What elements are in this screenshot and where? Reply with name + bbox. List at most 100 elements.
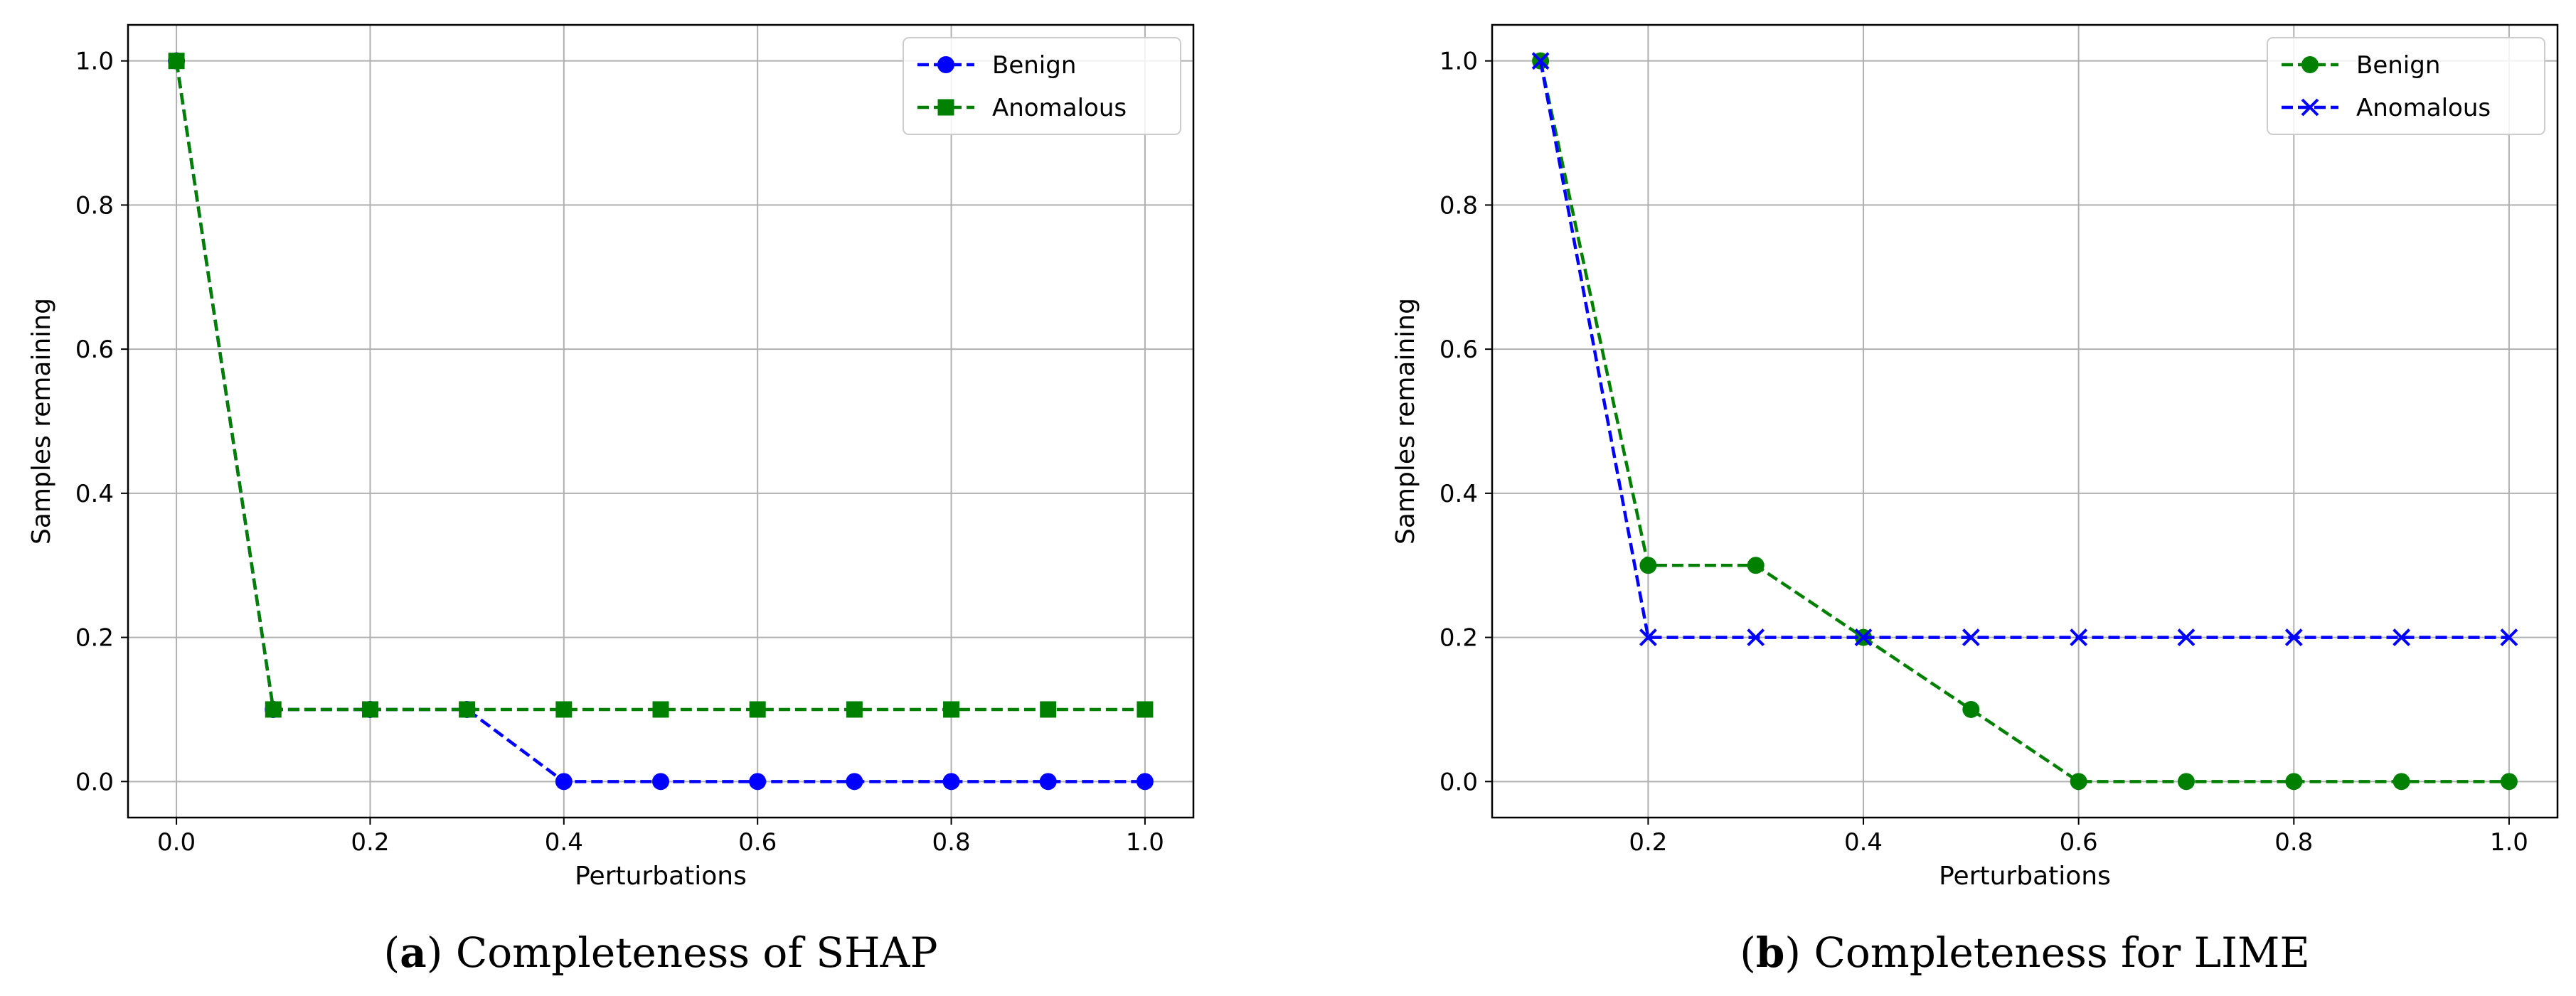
caption-paren-open: ( <box>1740 928 1756 977</box>
legend-box <box>2267 37 2545 135</box>
data-point <box>361 701 378 718</box>
legend-label: Anomalous <box>992 94 1127 122</box>
series-line <box>174 60 1145 783</box>
y-tick-label: 0.8 <box>1439 191 1478 220</box>
caption-text: Completeness for LIME <box>1814 928 2310 977</box>
data-point <box>2177 773 2195 791</box>
data-point <box>1137 701 1154 718</box>
data-point <box>555 701 573 718</box>
data-point <box>459 701 476 718</box>
data-point <box>2393 628 2411 647</box>
series-line <box>174 60 1145 712</box>
legend-item: Benign <box>2282 51 2440 80</box>
data-point <box>555 773 573 791</box>
y-tick-label: 1.0 <box>75 48 114 76</box>
x-tick-label: 0.4 <box>1844 828 1883 857</box>
series-anomalous <box>168 53 1154 718</box>
series-line <box>1538 60 2509 783</box>
data-point <box>846 701 863 718</box>
y-tick-label: 0.8 <box>75 191 114 220</box>
axis-ticks: 0.0 0.2 0.4 0.6 0.8 1.0 0.0 0.2 0.4 0.6 0.8 1.0 <box>75 48 1164 857</box>
data-point <box>1639 557 1657 574</box>
data-point <box>2070 773 2087 791</box>
grid <box>128 25 1193 818</box>
x-tick-label: 1.0 <box>1126 828 1164 857</box>
legend: Benign Anomalous <box>903 37 1181 135</box>
y-tick-label: 1.0 <box>1439 48 1478 76</box>
y-tick-label: 0.6 <box>1439 336 1478 364</box>
data-point <box>168 53 185 70</box>
data-point <box>846 773 863 791</box>
legend-label: Benign <box>992 51 1076 80</box>
x-tick-label: 0.6 <box>2060 828 2098 857</box>
legend-marker <box>2301 56 2319 73</box>
y-tick-label: 0.0 <box>1439 768 1478 796</box>
data-point <box>2500 628 2518 647</box>
caption: (a) Completeness of SHAP <box>384 928 938 977</box>
caption-letter: b <box>1756 928 1785 977</box>
caption-letter: a <box>400 928 427 977</box>
legend-label: Anomalous <box>2356 94 2491 122</box>
data-point <box>1962 700 1980 718</box>
data-point <box>1854 628 1873 647</box>
data-point <box>2285 773 2303 791</box>
grid <box>1492 25 2558 818</box>
x-tick-label: 1.0 <box>2490 828 2528 857</box>
data-point <box>749 701 766 718</box>
x-tick-label: 0.2 <box>1629 828 1667 857</box>
legend-label: Benign <box>2356 51 2440 80</box>
y-axis-label: Samples remaining <box>27 298 56 545</box>
data-point <box>2500 773 2518 791</box>
y-tick-label: 0.6 <box>75 336 114 364</box>
data-point <box>943 701 960 718</box>
y-tick-label: 0.4 <box>75 480 114 508</box>
x-axis-label: Perturbations <box>575 862 747 891</box>
data-point <box>1531 52 1550 70</box>
caption-paren-open: ( <box>384 928 400 977</box>
legend-marker <box>2301 98 2319 117</box>
data-point <box>2393 773 2410 791</box>
chart-lime: 0.2 0.4 0.6 0.8 1.0 0.0 0.2 0.4 0.6 0.8 1.0 Perturb… <box>1391 23 2559 977</box>
legend-item: Benign <box>917 51 1076 80</box>
data-point <box>1136 773 1154 791</box>
y-tick-label: 0.2 <box>1439 624 1478 653</box>
caption-paren-close: ) <box>1784 928 1814 977</box>
series-anomalous <box>1531 52 2518 647</box>
y-tick-label: 0.4 <box>1439 480 1478 508</box>
series-line <box>1538 60 2509 639</box>
y-tick-label: 0.2 <box>75 624 114 653</box>
caption-paren-close: ) <box>427 928 456 977</box>
legend-item: Anomalous <box>2282 94 2491 122</box>
data-point <box>1747 628 1765 647</box>
y-axis-label: Samples remaining <box>1391 298 1420 545</box>
x-tick-label: 0.6 <box>738 828 777 857</box>
data-point <box>2177 628 2196 647</box>
data-point <box>652 773 669 791</box>
axes-frame <box>1491 23 2559 819</box>
data-point <box>749 773 767 791</box>
data-point <box>1639 628 1657 647</box>
y-tick-label: 0.0 <box>75 768 114 796</box>
data-point <box>2070 628 2088 647</box>
axis-ticks: 0.2 0.4 0.6 0.8 1.0 0.0 0.2 0.4 0.6 0.8 1.0 <box>1439 48 2528 857</box>
caption: (b) Completeness for LIME <box>1740 928 2310 977</box>
data-point <box>2284 628 2303 647</box>
data-point <box>652 701 669 718</box>
data-point <box>265 701 282 718</box>
legend: Benign Anomalous <box>2267 37 2545 135</box>
x-tick-label: 0.0 <box>157 828 196 857</box>
legend-item: Anomalous <box>917 94 1127 122</box>
data-point <box>942 773 960 791</box>
axes-frame <box>127 23 1195 819</box>
x-tick-label: 0.8 <box>2274 828 2313 857</box>
legend-marker <box>937 56 954 73</box>
series-benign <box>1532 52 2518 791</box>
x-axis-label: Perturbations <box>1939 862 2111 891</box>
x-tick-label: 0.2 <box>351 828 389 857</box>
data-point <box>1040 701 1057 718</box>
chart-shap: 0.0 0.2 0.4 0.6 0.8 1.0 0.0 0.2 0.4 0.6 0.8 1.0 Pert… <box>27 23 1195 977</box>
series-benign <box>168 52 1154 791</box>
data-point <box>1962 628 1980 647</box>
x-tick-label: 0.8 <box>932 828 971 857</box>
